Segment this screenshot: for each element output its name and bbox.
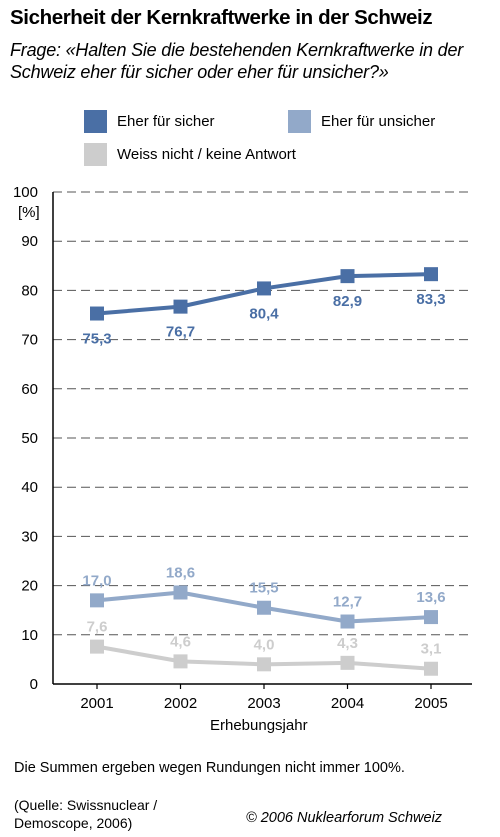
chart-title: Sicherheit der Kernkraftwerke in der Sch…: [10, 6, 433, 29]
legend-label-weiss-nicht: Weiss nicht / keine Antwort: [117, 146, 296, 163]
data-point-sicher-2004: [340, 269, 355, 284]
x-tick-label-2002: 2002: [164, 695, 197, 712]
data-point-sicher-2001: [90, 306, 104, 321]
x-tick-label-2001: 2001: [80, 695, 113, 712]
data-point-unsicher-2005: [424, 610, 438, 625]
legend-label-sicher: Eher für sicher: [117, 113, 215, 130]
chart-subtitle: Frage: «Halten Sie die bestehenden Kernk…: [10, 40, 464, 82]
x-tick-label-2005: 2005: [414, 695, 447, 712]
y-tick-label-80: 80: [21, 282, 38, 299]
data-label-sicher-2004: 82,9: [333, 293, 362, 310]
y-tick-label-100: 100: [13, 184, 38, 201]
data-label-unsicher-2004: 12,7: [333, 594, 362, 611]
y-tick-label-70: 70: [21, 332, 38, 349]
data-label-weiss-nicht-2005: 3,1: [421, 641, 442, 658]
data-label-sicher-2005: 83,3: [416, 291, 445, 308]
data-point-weiss-nicht-2003: [257, 657, 271, 672]
y-tick-label-40: 40: [21, 479, 38, 496]
data-point-sicher-2003: [257, 281, 271, 296]
y-axis-unit-label: [%]: [18, 204, 40, 221]
legend-swatch-unsicher: [288, 110, 311, 133]
y-tick-label-20: 20: [21, 578, 38, 595]
data-point-unsicher-2001: [90, 593, 104, 608]
x-axis-title: Erhebungsjahr: [210, 717, 308, 734]
legend-swatch-weiss-nicht: [84, 143, 107, 166]
data-label-unsicher-2003: 15,5: [249, 580, 278, 597]
rounding-note: Die Summen ergeben wegen Rundungen nicht…: [14, 760, 405, 776]
legend-item-unsicher: Eher für unsicher: [288, 110, 435, 133]
data-point-unsicher-2002: [173, 585, 188, 600]
y-tick-label-10: 10: [21, 627, 38, 644]
legend-swatch-sicher: [84, 110, 107, 133]
data-label-sicher-2001: 75,3: [82, 331, 111, 348]
data-point-weiss-nicht-2001: [90, 639, 104, 654]
x-tick-label-2004: 2004: [331, 695, 364, 712]
data-label-sicher-2002: 76,7: [166, 324, 195, 341]
data-point-sicher-2002: [173, 299, 188, 314]
x-tick-label-2003: 2003: [247, 695, 280, 712]
data-label-sicher-2003: 80,4: [249, 305, 279, 322]
legend-item-weiss-nicht: Weiss nicht / keine Antwort: [84, 143, 296, 166]
legend-label-unsicher: Eher für unsicher: [321, 113, 436, 130]
y-tick-label-60: 60: [21, 381, 38, 398]
data-label-unsicher-2001: 17,0: [82, 572, 111, 589]
y-tick-label-0: 0: [30, 676, 38, 693]
data-point-weiss-nicht-2005: [424, 661, 438, 676]
data-label-weiss-nicht-2002: 4,6: [170, 633, 191, 650]
data-point-weiss-nicht-2002: [173, 654, 188, 669]
y-tick-label-50: 50: [21, 430, 38, 447]
data-point-unsicher-2004: [340, 614, 355, 629]
y-tick-label-30: 30: [21, 528, 38, 545]
data-label-weiss-nicht-2003: 4,0: [254, 636, 275, 653]
data-point-sicher-2005: [424, 267, 438, 282]
data-point-unsicher-2003: [257, 600, 271, 615]
data-label-unsicher-2005: 13,6: [416, 589, 445, 606]
data-label-unsicher-2002: 18,6: [166, 564, 195, 581]
source-note: (Quelle: Swissnuclear / Demoscope, 2006): [14, 797, 158, 831]
data-point-weiss-nicht-2004: [340, 655, 355, 670]
data-label-weiss-nicht-2004: 4,3: [337, 635, 358, 652]
copyright-note: © 2006 Nuklearforum Schweiz: [246, 810, 443, 826]
data-label-weiss-nicht-2001: 7,6: [87, 619, 108, 636]
y-tick-label-90: 90: [21, 233, 38, 250]
legend-item-sicher: Eher für sicher: [84, 110, 215, 133]
